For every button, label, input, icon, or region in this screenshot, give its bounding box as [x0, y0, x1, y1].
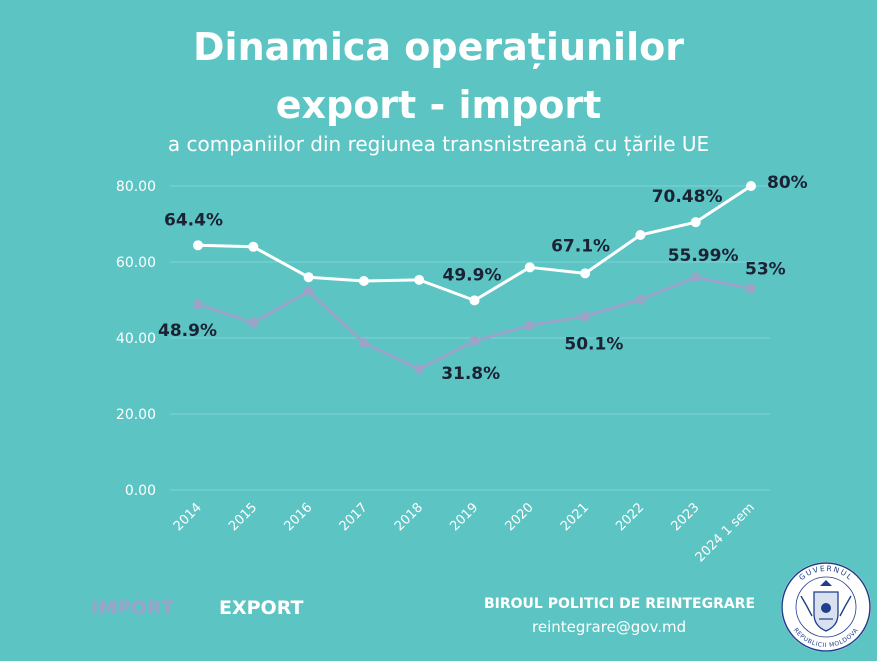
y-tick-label: 20.00: [116, 407, 156, 423]
data-point-export: [358, 276, 369, 286]
y-tick-label: 40.00: [116, 331, 156, 347]
x-tick-label: 2016: [281, 500, 315, 534]
data-label-import: 55.99%: [668, 246, 739, 266]
title-line-1: Dinamica operațiunilor: [193, 25, 684, 69]
data-label-export: 80%: [767, 173, 808, 193]
data-point-export: [524, 262, 535, 273]
data-label-export: 67.1%: [551, 236, 610, 256]
data-point-import: [690, 272, 701, 283]
legend-export: EXPORT: [219, 597, 304, 619]
y-tick-label: 80.00: [116, 179, 156, 195]
title-line-2: export - import: [275, 83, 602, 127]
moldova-government-seal-icon: GUVERNUL REPUBLICII MOLDOVA: [781, 562, 871, 652]
data-point-import: [193, 299, 203, 310]
series-layer: [193, 181, 756, 375]
x-tick-label: 2024 1 sem: [693, 500, 758, 565]
legend-import: IMPORT: [91, 597, 174, 619]
x-tick-label: 2019: [447, 500, 481, 534]
data-point-import: [469, 336, 480, 347]
x-tick-label: 2020: [503, 500, 537, 534]
data-label-import: 50.1%: [564, 335, 623, 355]
data-label-export: 49.9%: [443, 265, 502, 285]
data-point-export: [303, 272, 314, 283]
data-point-import: [248, 317, 259, 328]
chart-title: Dinamica operațiunilor export - import: [0, 18, 877, 134]
data-point-export: [248, 241, 259, 252]
x-tick-label: 2021: [558, 500, 592, 534]
x-axis-ticks: 2014 2015 2016 2017 2018 2019 2020 2021 2022 2023…: [171, 500, 758, 565]
data-point-export: [746, 181, 756, 191]
series-line-import: [197, 275, 752, 371]
y-tick-label: 60.00: [116, 255, 156, 271]
office-name: BIROUL POLITICI DE REINTEGRARE: [484, 596, 756, 612]
data-point-export: [193, 240, 203, 251]
x-tick-label: 2022: [613, 500, 647, 534]
contact-email: reintegrare@gov.md: [532, 618, 687, 636]
x-tick-label: 2015: [226, 500, 260, 534]
data-point-import: [635, 294, 646, 305]
data-point-import: [358, 337, 369, 348]
data-point-import: [746, 283, 756, 294]
data-point-import: [414, 364, 425, 375]
data-point-import: [303, 286, 314, 297]
gridlines: [170, 185, 770, 491]
data-label-export: 70.48%: [652, 187, 723, 207]
data-point-export: [580, 268, 591, 279]
data-labels: 64.4% 49.9% 67.1% 70.48% 80% 48.9% 31.8% 50.1% 5…: [158, 173, 808, 384]
data-label-import: 48.9%: [158, 321, 217, 341]
data-label-export: 64.4%: [164, 210, 223, 230]
data-point-export: [469, 295, 480, 306]
x-tick-label: 2018: [392, 500, 426, 534]
chart-subtitle: a companiilor din regiunea transnistrean…: [167, 132, 710, 156]
data-point-export: [690, 217, 701, 228]
data-point-export: [414, 274, 425, 285]
data-point-export: [635, 230, 646, 241]
y-tick-label: 0.00: [125, 483, 156, 499]
x-tick-label: 2014: [171, 500, 205, 534]
x-tick-label: 2017: [337, 500, 371, 534]
data-label-import: 53%: [745, 260, 786, 280]
data-label-import: 31.8%: [441, 364, 500, 384]
y-axis-ticks: 0.00 20.00 40.00 60.00 80.00: [116, 179, 156, 499]
data-point-import: [524, 320, 535, 331]
x-tick-label: 2023: [669, 500, 703, 534]
data-point-import: [580, 311, 591, 322]
